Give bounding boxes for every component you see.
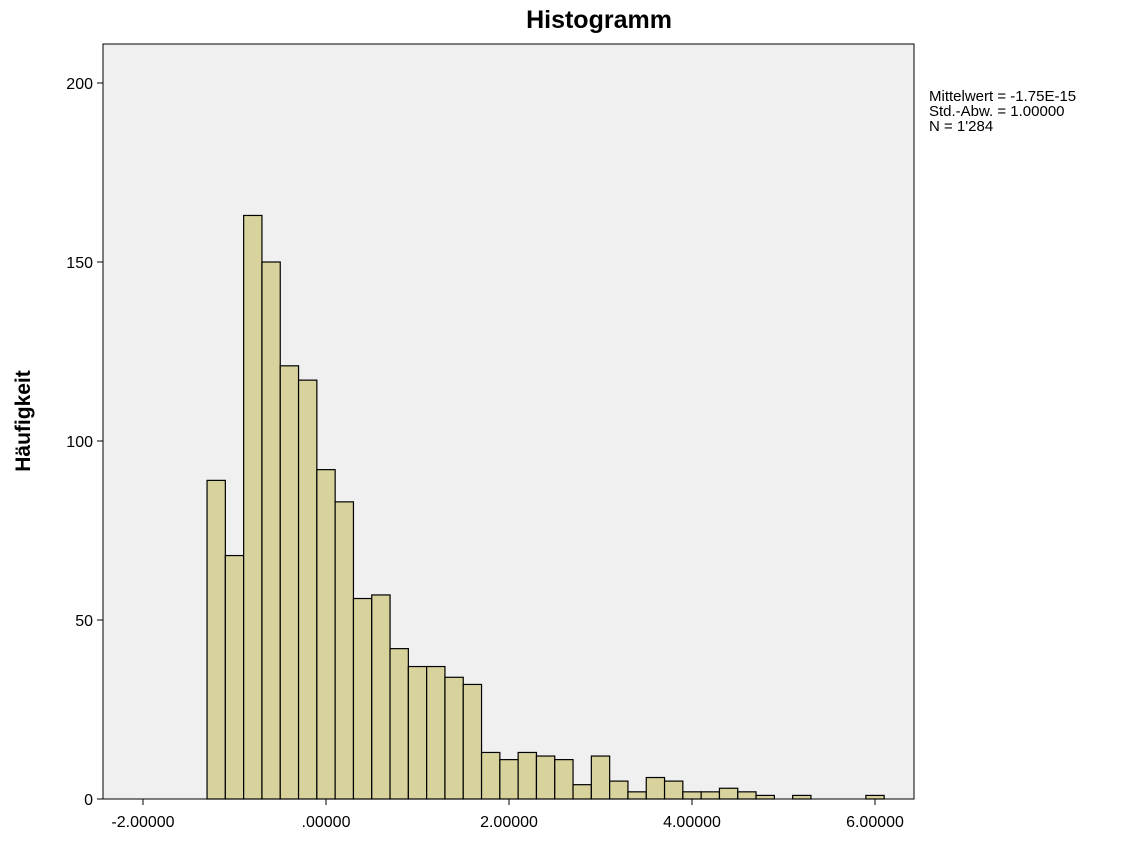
y-axis-label: Häufigkeit bbox=[12, 370, 35, 472]
histogram-bars bbox=[206, 214, 885, 800]
x-axis: -2.00000 .00000 2.00000 4.00000 6.00000 bbox=[111, 799, 904, 831]
histogram-bar bbox=[517, 751, 538, 800]
histogram-bar bbox=[243, 214, 263, 800]
histogram-bar bbox=[480, 751, 501, 800]
histogram-bar bbox=[297, 379, 318, 800]
histogram-bar bbox=[865, 794, 885, 800]
chart-title: Histogramm bbox=[526, 6, 672, 34]
histogram-bar bbox=[389, 648, 409, 800]
x-tick-label: 2.00000 bbox=[480, 814, 538, 831]
histogram-bar bbox=[444, 676, 464, 800]
histogram-bar bbox=[371, 594, 391, 800]
histogram-bar bbox=[554, 759, 574, 800]
histogram-bar bbox=[316, 469, 336, 800]
histogram-bar bbox=[609, 780, 629, 800]
histogram-bar bbox=[682, 791, 702, 800]
histogram-bar bbox=[224, 554, 245, 800]
x-tick-label: 6.00000 bbox=[846, 814, 904, 831]
histogram-bar bbox=[426, 665, 446, 800]
histogram-bar bbox=[261, 261, 281, 800]
histogram-bar bbox=[718, 787, 739, 800]
x-tick-label: .00000 bbox=[302, 814, 351, 831]
histogram-bar bbox=[499, 759, 519, 800]
y-tick-label: 50 bbox=[75, 613, 93, 630]
histogram-bar bbox=[206, 479, 226, 800]
y-tick-label: 0 bbox=[84, 792, 93, 809]
histogram-bar bbox=[755, 794, 775, 800]
histogram-bar bbox=[590, 755, 611, 800]
histogram-bar bbox=[572, 784, 592, 800]
histogram-bar bbox=[407, 665, 428, 800]
histogram-bar bbox=[334, 501, 355, 800]
histogram-bar bbox=[737, 791, 757, 800]
histogram-bar bbox=[279, 365, 300, 800]
y-tick-label: 150 bbox=[66, 255, 93, 272]
y-tick-label: 200 bbox=[66, 76, 93, 93]
histogram-bar bbox=[627, 791, 647, 800]
x-tick-label: -2.00000 bbox=[111, 814, 174, 831]
histogram-bar bbox=[792, 794, 812, 800]
x-tick-label: 4.00000 bbox=[663, 814, 721, 831]
stat-std-dev: Std.-Abw. = 1.00000 bbox=[929, 103, 1065, 120]
statistics-box: Mittelwert = -1.75E-15 Std.-Abw. = 1.000… bbox=[929, 89, 1076, 134]
stat-mean: Mittelwert = -1.75E-15 bbox=[929, 88, 1077, 105]
histogram-bar bbox=[352, 597, 373, 800]
y-tick-label: 100 bbox=[66, 434, 93, 451]
stat-n: N = 1'284 bbox=[929, 118, 994, 135]
histogram-bar bbox=[700, 791, 721, 800]
histogram-bar bbox=[462, 683, 483, 800]
y-axis: 0 50 100 150 200 bbox=[66, 76, 103, 809]
histogram-bar bbox=[535, 755, 556, 800]
histogram-bar bbox=[645, 776, 666, 800]
histogram-bar bbox=[663, 780, 684, 800]
